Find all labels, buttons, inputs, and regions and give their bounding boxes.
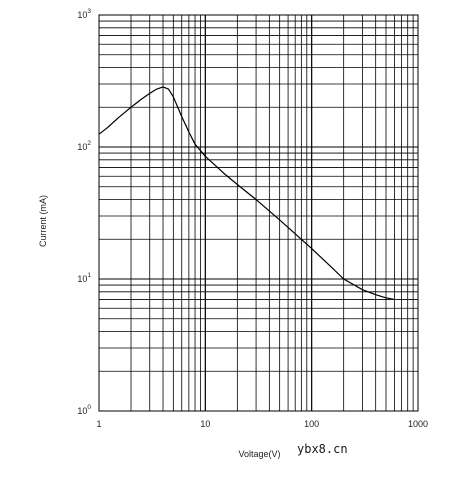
plot-frame (98, 14, 419, 412)
x-tick-label: 100 (304, 419, 319, 429)
x-tick-label: 1 (96, 419, 101, 429)
watermark: ybx8.cn (297, 442, 348, 456)
y-tick-label: 103 (77, 8, 91, 20)
y-axis-label: Current (mA) (38, 195, 48, 247)
x-tick-label: 1000 (408, 419, 428, 429)
series-line-0 (98, 86, 395, 301)
x-tick-labels: 1 10 100 1000 (96, 419, 428, 429)
x-tick-label: 10 (200, 419, 210, 429)
y-tick-labels: 100 101 102 103 (77, 8, 91, 416)
y-tick-label: 100 (77, 404, 91, 416)
x-axis-label: Voltage(V) (238, 449, 280, 459)
y-tick-label: 102 (77, 140, 91, 152)
y-tick-label: 101 (77, 272, 91, 284)
grid-lines (98, 14, 419, 412)
series-group (98, 86, 395, 301)
